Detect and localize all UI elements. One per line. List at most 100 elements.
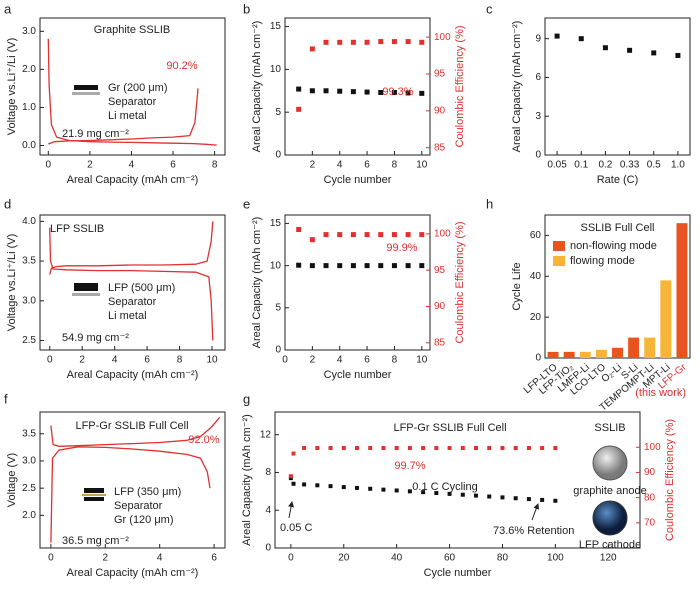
point <box>364 89 370 95</box>
point <box>337 39 343 45</box>
annotation: 99.7% <box>394 460 425 472</box>
annotation: Li metal <box>108 310 147 322</box>
x-tick-label: 2 <box>103 553 109 564</box>
annotation: 92.0% <box>188 434 219 446</box>
y-axis-title: Areal Capacity (mAh cm⁻²) <box>241 414 253 546</box>
point <box>288 474 293 479</box>
point <box>554 33 560 39</box>
point <box>540 446 545 451</box>
annotation: 54.9 mg cm⁻² <box>62 332 129 344</box>
legend-label: non-flowing mode <box>570 240 657 252</box>
panel-label: d <box>4 196 11 211</box>
point <box>394 488 399 493</box>
y2-tick-label: 85 <box>434 142 446 153</box>
point <box>405 90 411 96</box>
point <box>460 492 465 497</box>
x-tick-label: 0.33 <box>620 160 640 171</box>
icon-separator <box>82 494 106 496</box>
annotation: LFP (350 μm) <box>114 486 181 498</box>
point <box>447 446 452 451</box>
y-tick-label: 3 <box>535 111 541 122</box>
coin-cell-lfp <box>592 500 628 536</box>
point <box>513 446 518 451</box>
x-tick-label: 20 <box>338 553 350 564</box>
y2-tick-label: 95 <box>434 69 446 80</box>
point <box>323 232 329 238</box>
x-tick-label: 0.1 <box>574 160 588 171</box>
point <box>421 446 426 451</box>
x-tick-label: 6 <box>144 355 150 366</box>
x-tick-label: 6 <box>170 160 176 171</box>
point <box>309 88 315 94</box>
point <box>354 446 359 451</box>
point <box>323 263 329 269</box>
point <box>500 495 505 500</box>
y-tick-label: 0 <box>275 150 281 161</box>
annotation: Graphite SSLIB <box>94 24 170 36</box>
point <box>378 39 384 45</box>
x-tick-label: 60 <box>444 553 456 564</box>
plot-frame <box>39 214 226 351</box>
plot-frame <box>274 411 641 549</box>
point <box>302 482 307 487</box>
icon-gr <box>74 85 98 90</box>
point <box>309 237 315 243</box>
x-tick-label: 2 <box>310 160 316 171</box>
annotation: Separator <box>108 96 157 108</box>
y-tick-label: 8 <box>265 467 271 478</box>
coin-cell-graphite <box>592 445 628 481</box>
x-tick-label: 8 <box>392 355 398 366</box>
y-tick-label: 20 <box>530 312 542 323</box>
annotation: Separator <box>114 500 163 512</box>
bar <box>676 223 688 358</box>
y-tick-label: 5 <box>275 107 281 118</box>
x-tick-label: 8 <box>212 160 218 171</box>
annotation: LFP SSLIB <box>50 223 104 235</box>
point <box>578 36 584 42</box>
annotation: 36.5 mg cm⁻² <box>62 535 129 547</box>
point <box>302 446 307 451</box>
bar <box>644 337 656 358</box>
point <box>434 491 439 496</box>
point <box>540 497 545 502</box>
y-tick-label: 2.5 <box>22 483 36 494</box>
x-tick-label: 6 <box>364 355 370 366</box>
annotation: graphite anode <box>573 485 646 497</box>
y-tick-label: 6 <box>535 72 541 83</box>
y-axis-title: Voltage vs.Li⁺/Li (V) <box>6 38 18 136</box>
point <box>354 485 359 490</box>
point <box>296 227 302 233</box>
x-tick-label: 10 <box>416 160 428 171</box>
icon-lfp <box>74 283 98 291</box>
x-tick-label: 8 <box>392 160 398 171</box>
y2-tick-label: 70 <box>644 517 656 528</box>
annotation: Gr (200 μm) <box>108 82 168 94</box>
x-axis-title: Areal Capacity (mAh cm⁻²) <box>67 369 199 381</box>
point <box>368 446 373 451</box>
y-tick-label: 2.0 <box>22 510 36 521</box>
point <box>391 89 397 95</box>
legend-label: flowing mode <box>570 255 635 267</box>
bar <box>660 280 672 358</box>
arrow <box>288 501 295 519</box>
x-tick-label: 4 <box>157 553 163 564</box>
point <box>394 446 399 451</box>
point <box>364 232 370 238</box>
x-tick-label: 4 <box>129 160 135 171</box>
y2-tick-label: 80 <box>644 492 656 503</box>
point <box>381 446 386 451</box>
panel-label: a <box>4 1 12 16</box>
y-tick-label: 0 <box>535 150 541 161</box>
point <box>350 232 356 238</box>
plot-frame <box>544 17 691 156</box>
x-tick-label: 2 <box>79 355 85 366</box>
point <box>328 446 333 451</box>
bar <box>563 351 575 358</box>
x-tick-label: 4 <box>112 355 118 366</box>
x-tick-label: 0.2 <box>598 160 612 171</box>
point <box>350 39 356 45</box>
point <box>341 485 346 490</box>
y-tick-label: 15 <box>270 21 282 32</box>
x-tick-label: 0.05 <box>547 160 567 171</box>
x-tick-label: 2 <box>310 355 316 366</box>
